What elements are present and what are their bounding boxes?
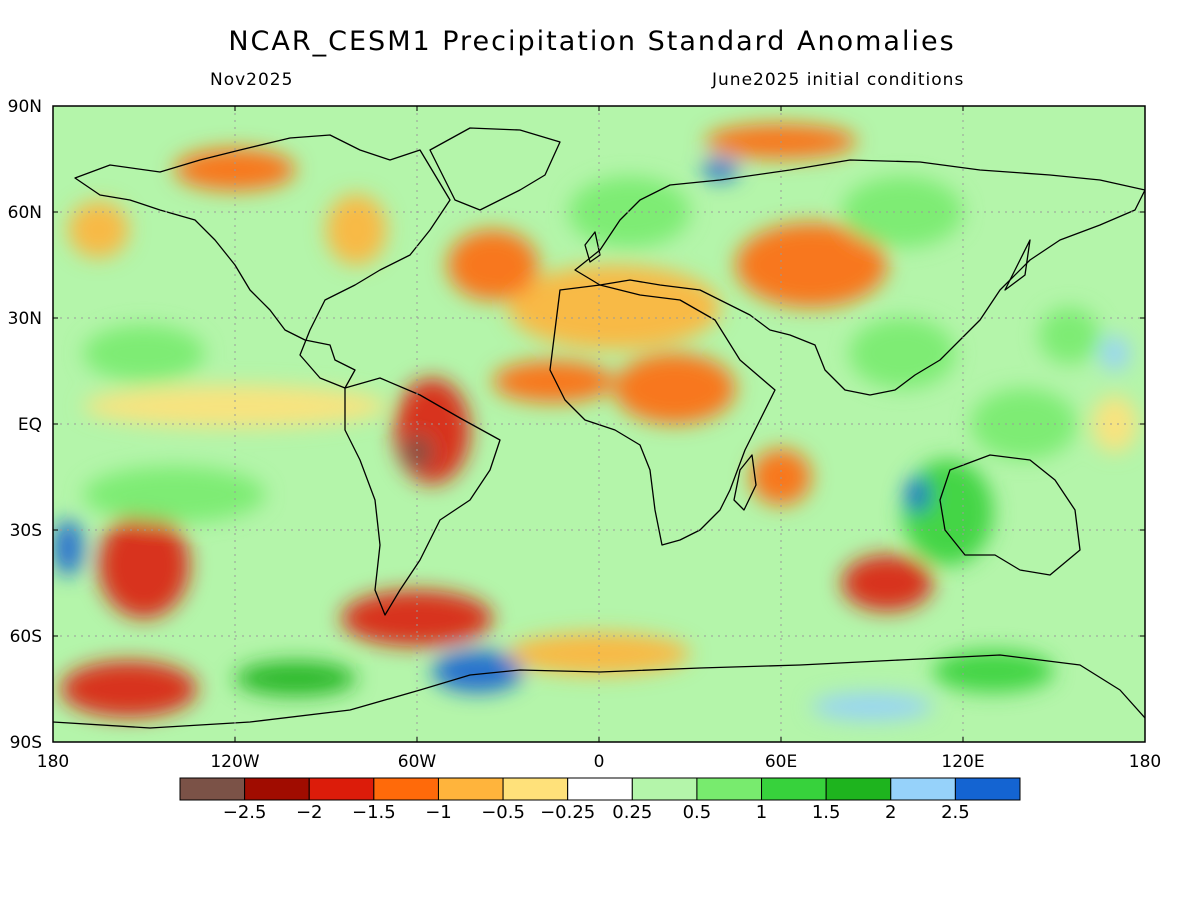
- colorbar-label: 2: [885, 802, 896, 823]
- anomaly-region: [83, 466, 266, 523]
- anomaly-region: [98, 512, 190, 619]
- anomaly-region: [326, 194, 387, 265]
- anomaly-region: [492, 360, 615, 403]
- lon-tick-label: 0: [594, 752, 605, 772]
- anomaly-region: [432, 650, 524, 693]
- colorbar-label: −1.5: [352, 802, 396, 823]
- latitude-axis: 90N 60N 30N EQ 30S 60S 90S: [8, 97, 1145, 753]
- anomaly-region: [508, 265, 721, 350]
- colorbar-swatch: [567, 777, 633, 801]
- anomaly-region: [970, 388, 1077, 460]
- anomaly-region: [83, 385, 387, 428]
- colorbar-label: −1: [425, 802, 452, 823]
- anomaly-region: [447, 229, 539, 301]
- colorbar-label: 2.5: [941, 802, 970, 823]
- colorbar-label: 0.25: [612, 802, 652, 823]
- lat-tick-label: 90S: [10, 733, 42, 753]
- lon-tick-label: 120E: [941, 752, 984, 772]
- anomaly-region: [1091, 395, 1138, 453]
- lat-lon-gridlines: [53, 106, 1145, 742]
- colorbar-swatch: [761, 777, 827, 801]
- colorbar-labels: −2.5 −2 −1.5 −1 −0.5 −0.25 0.25 0.5 1 1.5 2 2.5: [223, 802, 970, 823]
- anomaly-region: [83, 325, 205, 382]
- anomaly-region: [401, 434, 433, 470]
- colorbar-swatch: [244, 777, 310, 801]
- lat-tick-label: 60S: [10, 627, 42, 647]
- forecast-month: Nov2025: [210, 70, 294, 90]
- anomaly-region: [932, 650, 1054, 693]
- colorbar: [179, 777, 1021, 801]
- lon-tick-label: 180: [37, 752, 69, 772]
- lat-tick-label: 30S: [10, 521, 42, 541]
- lon-tick-label: 60E: [765, 752, 797, 772]
- anomaly-region: [1099, 335, 1130, 372]
- colorbar-swatch: [437, 777, 504, 801]
- lat-tick-label: 60N: [8, 203, 42, 223]
- map-title: NCAR_CESM1 Precipitation Standard Anomal…: [228, 26, 956, 57]
- colorbar-swatch: [696, 777, 763, 801]
- colorbar-swatch: [308, 777, 375, 801]
- colorbar-swatch: [373, 777, 439, 801]
- anomaly-region: [53, 519, 84, 576]
- anomaly-region: [849, 318, 956, 389]
- lat-tick-label: EQ: [18, 415, 42, 435]
- anomaly-region: [811, 692, 933, 721]
- colorbar-label: 0.5: [683, 802, 712, 823]
- anomaly-region: [1038, 307, 1100, 364]
- colorbar-label: −2: [296, 802, 323, 823]
- anomaly-region: [394, 378, 471, 485]
- anomaly-region: [841, 554, 933, 612]
- lon-tick-label: 60W: [398, 752, 437, 772]
- colorbar-swatch: [954, 777, 1021, 801]
- anomaly-region: [614, 353, 736, 424]
- colorbar-label: 1.5: [812, 802, 841, 823]
- colorbar-label: 1: [756, 802, 767, 823]
- coastlines: [53, 127, 1145, 729]
- colorbar-swatch: [890, 777, 956, 801]
- longitude-axis: 180 120W 60W 0 60E 120E 180: [37, 106, 1161, 772]
- lon-tick-label: 180: [1129, 752, 1161, 772]
- lon-tick-label: 120W: [210, 752, 259, 772]
- anomaly-region: [735, 222, 888, 308]
- anomaly-region: [841, 176, 963, 248]
- anomaly-region: [905, 477, 930, 513]
- anomaly-region: [60, 660, 198, 718]
- anomaly-region: [702, 159, 739, 181]
- lat-tick-label: 90N: [8, 97, 42, 117]
- anomaly-region: [568, 176, 690, 248]
- colorbar-label: −0.5: [481, 802, 525, 823]
- lat-tick-label: 30N: [8, 309, 42, 329]
- initial-conditions: June2025 initial conditions: [712, 70, 965, 90]
- colorbar-label: −0.25: [540, 802, 595, 823]
- colorbar-swatch: [825, 777, 892, 801]
- colorbar-label: −2.5: [223, 802, 267, 823]
- colorbar-swatch: [179, 777, 246, 801]
- anomaly-region: [68, 201, 129, 258]
- plot-area: [53, 106, 1145, 742]
- colorbar-swatch: [502, 777, 569, 801]
- colorbar-swatch: [631, 777, 698, 801]
- anomaly-region: [234, 660, 357, 697]
